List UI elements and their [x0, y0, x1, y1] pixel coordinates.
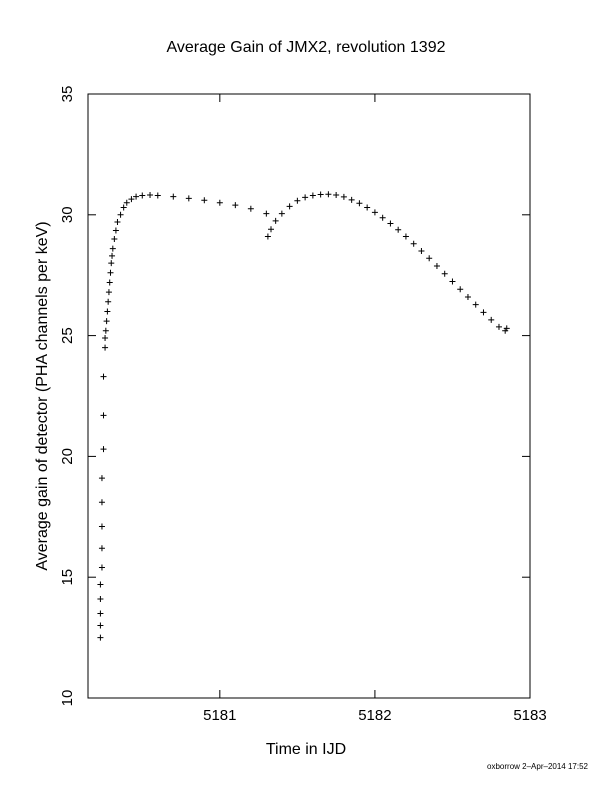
data-point — [379, 214, 386, 221]
data-point — [97, 581, 104, 588]
data-point — [98, 564, 105, 571]
data-point — [495, 323, 502, 330]
data-point — [232, 202, 239, 209]
data-point — [418, 248, 425, 255]
data-point — [185, 195, 192, 202]
data-point — [402, 233, 409, 240]
data-point — [106, 279, 113, 286]
data-point — [294, 197, 301, 204]
data-point — [309, 192, 316, 199]
data-point — [105, 289, 112, 296]
x-tick-label: 5182 — [358, 707, 391, 724]
y-tick-label: 25 — [59, 327, 76, 344]
data-point — [201, 197, 208, 204]
data-point — [100, 373, 107, 380]
data-point — [147, 191, 154, 198]
data-point — [103, 318, 110, 325]
data-point — [102, 335, 109, 342]
data-point — [364, 204, 371, 211]
data-point — [97, 595, 104, 602]
chart-title: Average Gain of JMX2, revolution 1392 — [167, 39, 446, 56]
data-point — [286, 203, 293, 210]
data-point — [426, 255, 433, 262]
data-point — [333, 191, 340, 198]
data-point — [107, 269, 114, 276]
y-tick-label: 30 — [59, 206, 76, 223]
y-axis: 10 15 20 25 30 35 — [59, 86, 530, 707]
data-point — [112, 227, 119, 234]
data-point — [264, 233, 271, 240]
data-point — [97, 622, 104, 629]
y-tick-label: 20 — [59, 448, 76, 465]
data-point — [395, 226, 402, 233]
data-point — [272, 217, 279, 224]
data-point — [488, 316, 495, 323]
data-point — [97, 610, 104, 617]
y-tick-label: 35 — [59, 86, 76, 103]
data-point — [133, 193, 140, 200]
x-tick-label: 5181 — [203, 707, 236, 724]
data-point — [123, 199, 130, 206]
data-point — [263, 210, 270, 217]
footer-stamp: oxborrow 2–Apr–2014 17:52 — [487, 762, 589, 771]
data-point — [111, 235, 118, 242]
data-point — [98, 523, 105, 530]
data-point — [154, 192, 161, 199]
data-point — [340, 193, 347, 200]
data-points — [97, 191, 510, 641]
data-point — [472, 301, 479, 308]
data-point — [503, 325, 510, 332]
data-point — [98, 545, 105, 552]
y-tick-label: 15 — [59, 569, 76, 586]
data-point — [433, 263, 440, 270]
data-point — [325, 191, 332, 198]
data-point — [441, 270, 448, 277]
data-point — [348, 196, 355, 203]
data-point — [104, 308, 111, 315]
data-point — [387, 220, 394, 227]
x-tick-label: 5183 — [513, 707, 546, 724]
data-point — [480, 309, 487, 316]
data-point — [170, 193, 177, 200]
data-point — [102, 344, 109, 351]
data-point — [108, 260, 115, 267]
data-point — [105, 298, 112, 305]
data-point — [120, 204, 127, 211]
data-point — [100, 412, 107, 419]
data-point — [464, 293, 471, 300]
data-point — [317, 191, 324, 198]
data-point — [247, 205, 254, 212]
data-point — [410, 240, 417, 247]
data-point — [278, 210, 285, 217]
data-point — [356, 200, 363, 207]
plot-frame — [87, 93, 531, 699]
data-point — [102, 327, 109, 334]
data-point — [114, 219, 121, 226]
x-axis: 5181 5182 5183 — [203, 94, 547, 724]
data-point — [371, 209, 378, 216]
data-point — [139, 192, 146, 199]
data-point — [302, 194, 309, 201]
data-point — [268, 226, 275, 233]
data-point — [109, 252, 116, 259]
data-point — [457, 286, 464, 293]
data-point — [98, 475, 105, 482]
x-axis-label: Time in IJD — [266, 741, 346, 758]
data-point — [98, 499, 105, 506]
data-point — [216, 199, 223, 206]
y-tick-label: 10 — [59, 690, 76, 707]
data-point — [100, 446, 107, 453]
data-point — [109, 245, 116, 252]
data-point — [117, 211, 124, 218]
data-point — [449, 278, 456, 285]
data-point — [128, 196, 135, 203]
data-point — [97, 634, 104, 641]
y-axis-label: Average gain of detector (PHA channels p… — [34, 221, 51, 570]
